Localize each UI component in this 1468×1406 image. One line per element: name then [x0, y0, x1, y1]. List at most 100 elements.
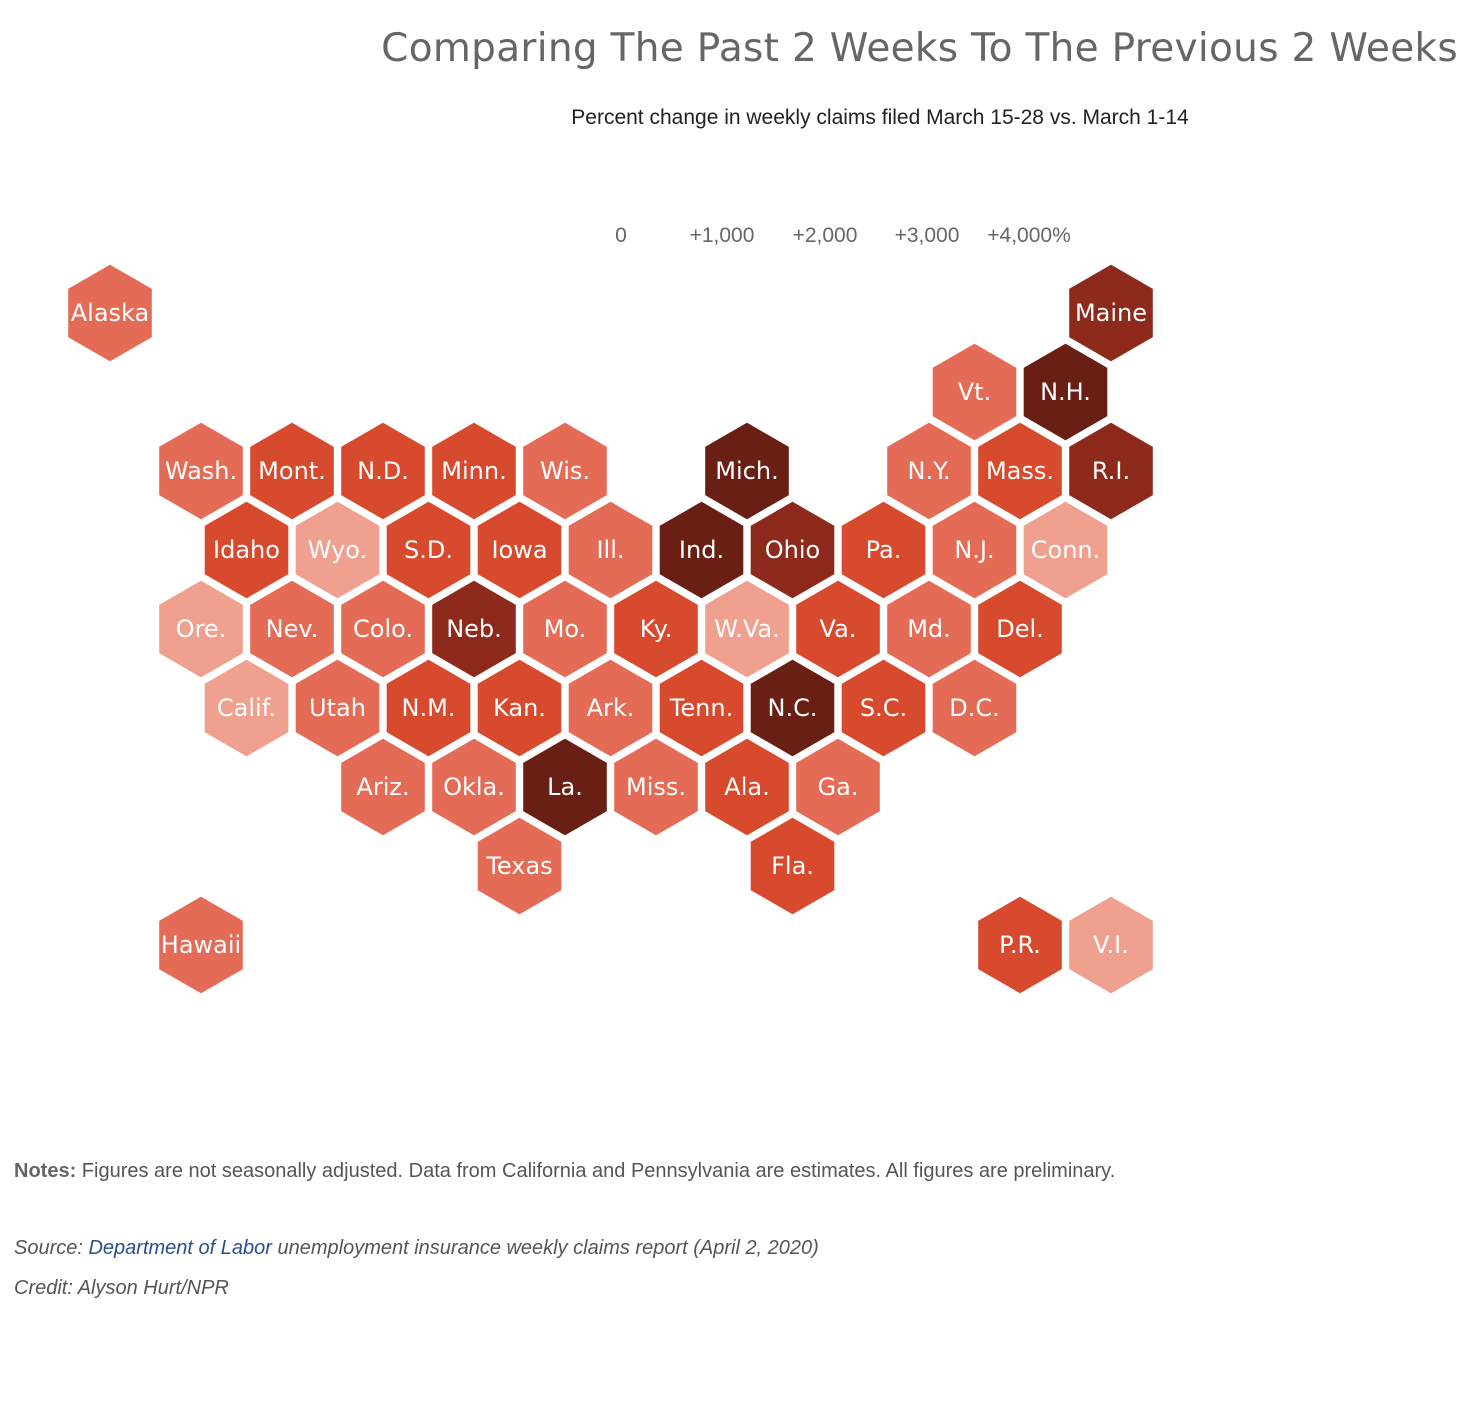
- state-hex[interactable]: Maine: [1066, 261, 1156, 365]
- state-hex[interactable]: W.Va.: [702, 577, 792, 681]
- credit-line: Credit: Alyson Hurt/NPR: [14, 1277, 229, 1299]
- state-hex-shape: [1066, 419, 1156, 523]
- state-label: Mont.: [258, 457, 326, 485]
- chart-title: Comparing The Past 2 Weeks To The Previo…: [381, 26, 1458, 71]
- state-hex[interactable]: Miss.: [611, 735, 701, 839]
- state-hex-shape: [656, 656, 747, 760]
- state-hex[interactable]: Tenn.: [656, 656, 747, 760]
- state-label: Calif.: [217, 694, 276, 722]
- state-hex-shape: [747, 814, 838, 918]
- state-hex[interactable]: Ala.: [702, 735, 792, 839]
- state-hex-shape: [1020, 340, 1111, 444]
- state-hex[interactable]: S.C.: [838, 656, 929, 760]
- state-hex[interactable]: Vt.: [929, 340, 1020, 444]
- state-hex[interactable]: Hawaii: [156, 893, 246, 997]
- state-hex-shape: [793, 577, 883, 681]
- state-label: Ala.: [724, 773, 769, 801]
- state-hex-shape: [520, 735, 610, 839]
- state-hex-shape: [975, 577, 1065, 681]
- state-hex[interactable]: Conn.: [1020, 498, 1111, 602]
- state-hex[interactable]: Ky.: [611, 577, 701, 681]
- state-hex[interactable]: Kan.: [474, 656, 565, 760]
- state-hex-shape: [929, 340, 1020, 444]
- source-prefix: Source:: [14, 1237, 89, 1259]
- state-hex-shape: [65, 261, 155, 365]
- state-hex[interactable]: Wash.: [156, 419, 246, 523]
- state-label: R.I.: [1092, 457, 1130, 485]
- state-hex[interactable]: Del.: [975, 577, 1065, 681]
- state-hex-shape: [656, 498, 747, 602]
- state-label: Hawaii: [161, 931, 241, 959]
- state-hex[interactable]: Alaska: [65, 261, 155, 365]
- state-hex[interactable]: Ill.: [565, 498, 656, 602]
- state-hex[interactable]: Mich.: [702, 419, 792, 523]
- state-hex[interactable]: N.H.: [1020, 340, 1111, 444]
- state-hex[interactable]: Okla.: [429, 735, 519, 839]
- state-hex[interactable]: R.I.: [1066, 419, 1156, 523]
- state-hex[interactable]: Ga.: [793, 735, 883, 839]
- source-link[interactable]: Department of Labor: [88, 1237, 272, 1259]
- state-hex-shape: [884, 419, 974, 523]
- state-label: Okla.: [443, 773, 505, 801]
- state-hex[interactable]: Ohio: [747, 498, 838, 602]
- state-hex[interactable]: Ariz.: [338, 735, 428, 839]
- state-hex-shape: [929, 656, 1020, 760]
- state-label: N.J.: [954, 536, 994, 564]
- state-hex[interactable]: Md.: [884, 577, 974, 681]
- state-label: Mich.: [715, 457, 778, 485]
- state-hex[interactable]: Idaho: [201, 498, 292, 602]
- state-hexes: Alaska Maine Vt. N.H. Wash. Mont. N.D. Minn. Wis…: [65, 261, 1156, 997]
- state-hex[interactable]: La.: [520, 735, 610, 839]
- state-hex[interactable]: Mont.: [247, 419, 337, 523]
- state-hex-shape: [975, 419, 1065, 523]
- state-hex-shape: [474, 498, 565, 602]
- state-hex[interactable]: Wyo.: [292, 498, 383, 602]
- state-hex[interactable]: D.C.: [929, 656, 1020, 760]
- state-label: Idaho: [213, 536, 280, 564]
- state-label: Iowa: [491, 536, 547, 564]
- state-hex[interactable]: N.D.: [338, 419, 428, 523]
- state-hex[interactable]: Mass.: [975, 419, 1065, 523]
- state-hex-shape: [156, 893, 246, 997]
- state-label: Conn.: [1031, 536, 1101, 564]
- state-hex[interactable]: Iowa: [474, 498, 565, 602]
- state-hex[interactable]: Ore.: [156, 577, 246, 681]
- state-hex[interactable]: Wis.: [520, 419, 610, 523]
- state-hex-shape: [702, 577, 792, 681]
- state-hex[interactable]: Utah: [292, 656, 383, 760]
- state-hex[interactable]: Mo.: [520, 577, 610, 681]
- state-hex[interactable]: N.J.: [929, 498, 1020, 602]
- state-hex-shape: [793, 735, 883, 839]
- state-hex[interactable]: N.Y.: [884, 419, 974, 523]
- state-label: La.: [547, 773, 583, 801]
- state-hex[interactable]: Ark.: [565, 656, 656, 760]
- state-hex[interactable]: N.C.: [747, 656, 838, 760]
- state-hex[interactable]: Colo.: [338, 577, 428, 681]
- state-hex[interactable]: Texas: [474, 814, 565, 918]
- state-label: Wis.: [540, 457, 590, 485]
- state-label: Neb.: [446, 615, 502, 643]
- legend-tick-label: +1,000: [690, 224, 755, 247]
- state-hex[interactable]: P.R.: [975, 893, 1065, 997]
- state-hex[interactable]: Minn.: [429, 419, 519, 523]
- state-hex[interactable]: S.D.: [383, 498, 474, 602]
- state-label: Ill.: [596, 536, 624, 564]
- state-hex[interactable]: Neb.: [429, 577, 519, 681]
- state-hex-shape: [201, 656, 292, 760]
- state-hex-shape: [611, 577, 701, 681]
- state-hex[interactable]: V.I.: [1066, 893, 1156, 997]
- state-hex[interactable]: Pa.: [838, 498, 929, 602]
- state-hex-shape: [611, 735, 701, 839]
- chart-subtitle: Percent change in weekly claims filed Ma…: [571, 106, 1189, 129]
- state-hex-shape: [383, 498, 474, 602]
- state-hex[interactable]: Calif.: [201, 656, 292, 760]
- state-label: N.D.: [357, 457, 409, 485]
- state-hex[interactable]: Fla.: [747, 814, 838, 918]
- state-label: S.D.: [404, 536, 453, 564]
- state-hex[interactable]: Ind.: [656, 498, 747, 602]
- color-legend: 0 +1,000 +2,000 +3,000 +4,000%: [615, 224, 1071, 247]
- state-hex[interactable]: Nev.: [247, 577, 337, 681]
- state-hex[interactable]: Va.: [793, 577, 883, 681]
- state-hex-shape: [383, 656, 474, 760]
- state-hex[interactable]: N.M.: [383, 656, 474, 760]
